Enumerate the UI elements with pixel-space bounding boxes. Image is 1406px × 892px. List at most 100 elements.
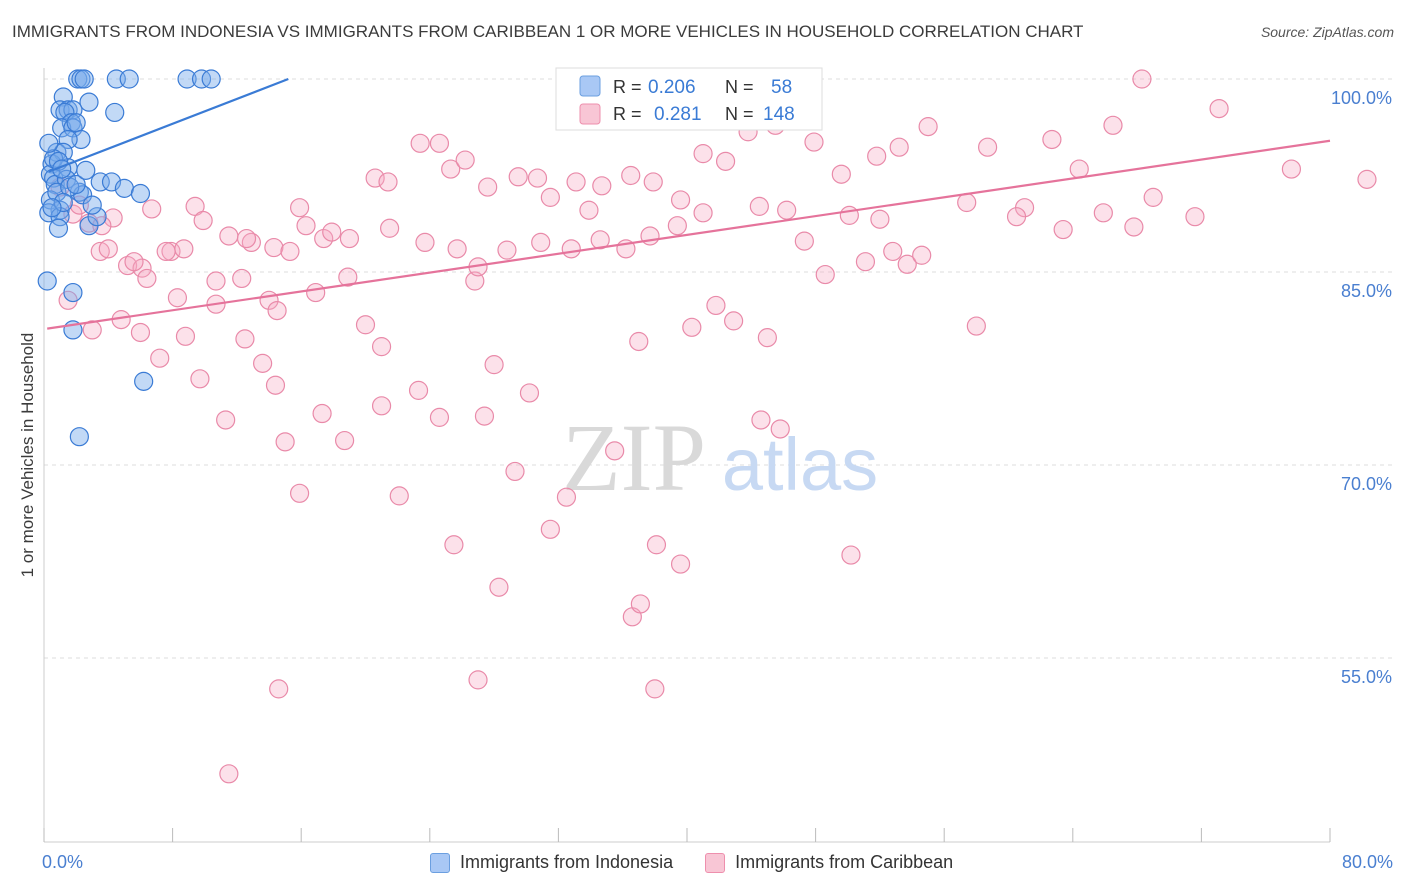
point-caribbean (590, 230, 610, 250)
y-tick-label: 70.0% (1341, 474, 1392, 494)
point-caribbean (1006, 207, 1027, 227)
point-caribbean (190, 369, 210, 389)
point-caribbean (508, 167, 528, 187)
stats-r-value-2: 0.281 (654, 104, 702, 125)
point-indonesia (52, 118, 72, 138)
point-caribbean (193, 210, 213, 231)
point-caribbean (1143, 187, 1163, 207)
point-caribbean (646, 535, 667, 555)
point-caribbean (693, 203, 713, 223)
point-caribbean (280, 241, 300, 262)
point-caribbean (415, 232, 435, 253)
stats-box: R = 0.206 N = 58 R = 0.281 N = 148 (555, 67, 823, 131)
point-caribbean (966, 316, 986, 336)
point-indonesia (37, 271, 57, 291)
point-caribbean (1053, 219, 1073, 240)
axis-layer: 100.0% 85.0% 70.0% 55.0% 0.0% 80.0% (42, 68, 1393, 872)
point-caribbean (429, 407, 450, 427)
point-caribbean (232, 268, 252, 289)
point-caribbean (804, 132, 824, 152)
point-caribbean (267, 301, 287, 321)
point-caribbean (749, 196, 769, 216)
point-caribbean (621, 165, 641, 186)
point-caribbean (957, 192, 977, 213)
point-caribbean (465, 271, 485, 291)
point-indonesia (48, 218, 69, 238)
watermark-atlas: atlas (722, 423, 878, 506)
point-caribbean (429, 133, 450, 153)
point-caribbean (643, 172, 663, 192)
chart-title: IMMIGRANTS FROM INDONESIA VS IMMIGRANTS … (12, 22, 1084, 41)
point-caribbean (219, 226, 239, 246)
point-caribbean (219, 764, 239, 784)
point-caribbean (777, 200, 797, 220)
point-caribbean (206, 271, 226, 291)
point-indonesia (90, 172, 110, 192)
y-tick-label: 55.0% (1341, 667, 1392, 687)
point-caribbean (1357, 169, 1377, 189)
point-caribbean (296, 216, 316, 236)
point-caribbean (489, 577, 509, 597)
point-indonesia (56, 169, 77, 189)
point-caribbean (497, 240, 517, 260)
point-caribbean (236, 228, 257, 249)
stats-r-label-1: R = (613, 77, 642, 97)
point-indonesia (53, 192, 73, 213)
point-caribbean (130, 322, 151, 343)
point-caribbean (1185, 207, 1205, 227)
point-caribbean (389, 486, 409, 506)
point-caribbean (918, 117, 938, 137)
point-caribbean (1093, 203, 1113, 223)
trendline-indonesia (48, 77, 289, 173)
point-caribbean (645, 679, 665, 699)
point-caribbean (605, 441, 625, 461)
point-caribbean (706, 295, 726, 316)
point-caribbean (156, 241, 176, 262)
point-caribbean (371, 337, 392, 357)
point-caribbean (897, 254, 917, 274)
legend: Immigrants from Indonesia Immigrants fro… (430, 852, 953, 873)
point-caribbean (1124, 217, 1144, 237)
point-indonesia (82, 195, 102, 215)
point-caribbean (579, 200, 599, 220)
stats-r-value-1: 0.206 (648, 77, 696, 98)
point-caribbean (410, 133, 430, 153)
stats-swatch-indonesia (579, 75, 601, 97)
point-caribbean (667, 216, 687, 236)
point-caribbean (527, 168, 548, 188)
point-caribbean (484, 355, 504, 375)
point-caribbean (556, 487, 577, 507)
point-caribbean (216, 410, 236, 430)
point-indonesia (177, 69, 197, 89)
legend-label-caribbean: Immigrants from Caribbean (735, 852, 954, 872)
point-caribbean (682, 317, 702, 337)
point-caribbean (447, 239, 467, 259)
point-caribbean (338, 267, 358, 287)
point-indonesia (47, 182, 67, 202)
point-caribbean (629, 331, 649, 352)
point-caribbean (670, 554, 691, 574)
point-caribbean (757, 328, 777, 348)
point-indonesia (119, 69, 139, 89)
point-caribbean (751, 410, 771, 430)
point-caribbean (889, 137, 909, 157)
point-indonesia (134, 371, 154, 391)
point-indonesia (191, 69, 212, 89)
stats-n-label-2: N = (725, 104, 754, 124)
point-caribbean (670, 190, 691, 210)
legend-label-indonesia: Immigrants from Indonesia (460, 852, 674, 872)
point-caribbean (408, 380, 429, 400)
point-caribbean (175, 326, 196, 346)
point-caribbean (540, 519, 560, 539)
point-indonesia (66, 113, 86, 133)
point-caribbean (912, 245, 932, 265)
point-caribbean (715, 151, 736, 171)
point-caribbean (289, 483, 310, 503)
point-caribbean (1281, 159, 1302, 179)
point-caribbean (540, 187, 560, 207)
point-caribbean (289, 198, 310, 218)
point-caribbean (839, 205, 859, 225)
point-indonesia (66, 174, 86, 195)
point-caribbean (137, 268, 157, 289)
point-caribbean (1042, 129, 1062, 150)
